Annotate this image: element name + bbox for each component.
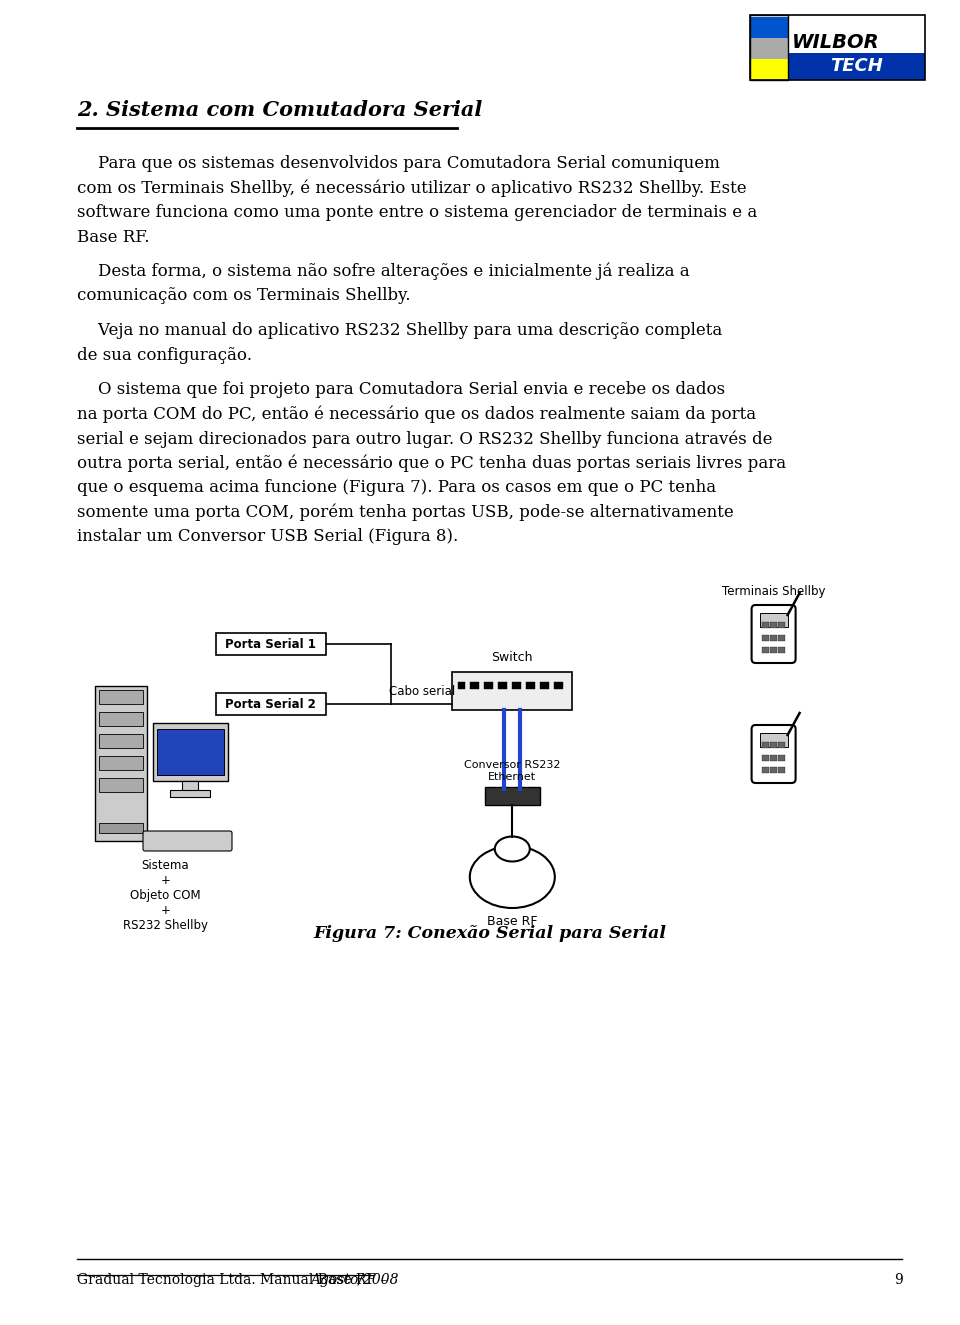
Text: WILBOR: WILBOR [792,33,879,52]
Bar [99,778,143,792]
Text: Para que os sistemas desenvolvidos para Comutadora Serial comuniquem: Para que os sistemas desenvolvidos para … [77,155,720,172]
Bar [182,780,198,791]
Bar [761,742,769,749]
Bar [170,790,210,798]
Bar [485,787,540,806]
FancyBboxPatch shape [752,606,796,662]
Bar [770,742,777,749]
Bar [526,682,536,689]
FancyBboxPatch shape [143,831,232,851]
Bar [95,686,147,841]
Bar [761,767,769,772]
Bar [750,15,788,80]
Bar [484,682,493,689]
Text: serial e sejam direcionados para outro lugar. O RS232 Shellby funciona através d: serial e sejam direcionados para outro l… [77,431,772,448]
Text: Desta forma, o sistema não sofre alterações e inicialmente já realiza a: Desta forma, o sistema não sofre alteraç… [77,262,689,281]
Text: Figura 7: Conexão Serial para Serial: Figura 7: Conexão Serial para Serial [313,925,666,942]
Text: Agosto/2008: Agosto/2008 [310,1273,398,1287]
Text: Switch: Switch [492,651,533,664]
Ellipse shape [469,845,555,908]
Bar [216,633,325,655]
Text: Base RF.: Base RF. [77,228,150,245]
Text: Cabo serial: Cabo serial [389,685,455,698]
Bar [99,757,143,770]
Bar [157,729,224,775]
Bar [761,647,769,653]
Bar [770,754,777,761]
Bar [761,754,769,761]
Bar [750,60,788,80]
Bar [770,635,777,640]
Bar [778,754,785,761]
Bar [778,621,785,628]
Text: Gradual Tecnologia Ltda. Manual Base RF –: Gradual Tecnologia Ltda. Manual Base RF … [77,1273,392,1287]
Text: 9: 9 [894,1273,902,1287]
Text: outra porta serial, então é necessário que o PC tenha duas portas seriais livres: outra porta serial, então é necessário q… [77,454,786,472]
Bar [770,621,777,628]
Text: 2. Sistema com Comutadora Serial: 2. Sistema com Comutadora Serial [77,99,482,121]
Bar [216,693,325,716]
Bar [770,647,777,653]
Bar [99,734,143,749]
Ellipse shape [494,836,530,861]
Text: Veja no manual do aplicativo RS232 Shellby para uma descrição completa: Veja no manual do aplicativo RS232 Shell… [77,322,722,339]
Text: software funciona como uma ponte entre o sistema gerenciador de terminais e a: software funciona como uma ponte entre o… [77,204,757,221]
Bar [778,742,785,749]
Text: instalar um Conversor USB Serial (Figura 8).: instalar um Conversor USB Serial (Figura… [77,527,458,545]
Bar [778,635,785,640]
Bar [761,635,769,640]
Bar [513,682,521,689]
Text: somente uma porta COM, porém tenha portas USB, pode-se alternativamente: somente uma porta COM, porém tenha porta… [77,504,733,521]
Bar [99,690,143,704]
Text: de sua configuração.: de sua configuração. [77,347,252,363]
Text: O sistema que foi projeto para Comutadora Serial envia e recebe os dados: O sistema que foi projeto para Comutador… [77,382,725,398]
Bar [750,17,788,38]
Bar [458,682,466,689]
Bar [498,682,507,689]
Bar [99,712,143,726]
Text: na porta COM do PC, então é necessário que os dados realmente saiam da porta: na porta COM do PC, então é necessário q… [77,405,756,423]
Bar [554,682,564,689]
Bar [778,647,785,653]
Bar [788,53,925,80]
Bar [770,767,777,772]
Text: Sistema
+
Objeto COM
+
RS232 Shellby: Sistema + Objeto COM + RS232 Shellby [123,859,207,931]
Bar [761,621,769,628]
Text: Terminais Shellby: Terminais Shellby [722,586,826,598]
Text: Porta Serial 1: Porta Serial 1 [226,637,317,651]
Text: Conversor RS232
Ethernet: Conversor RS232 Ethernet [464,761,561,782]
Text: comunicação com os Terminais Shellby.: comunicação com os Terminais Shellby. [77,288,410,305]
Bar [470,682,479,689]
Text: Base RF: Base RF [487,916,538,928]
Bar [750,38,788,60]
Bar [452,672,572,710]
Bar [759,733,787,747]
Bar [99,823,143,833]
Text: TECH: TECH [830,57,883,76]
Bar [153,723,228,780]
Bar [540,682,549,689]
Text: que o esquema acima funcione (Figura 7). Para os casos em que o PC tenha: que o esquema acima funcione (Figura 7).… [77,480,716,496]
Text: com os Terminais Shellby, é necessário utilizar o aplicativo RS232 Shellby. Este: com os Terminais Shellby, é necessário u… [77,179,747,197]
Bar [778,767,785,772]
Text: Porta Serial 2: Porta Serial 2 [226,697,317,710]
FancyBboxPatch shape [752,725,796,783]
Bar [750,15,925,80]
Bar [759,613,787,627]
